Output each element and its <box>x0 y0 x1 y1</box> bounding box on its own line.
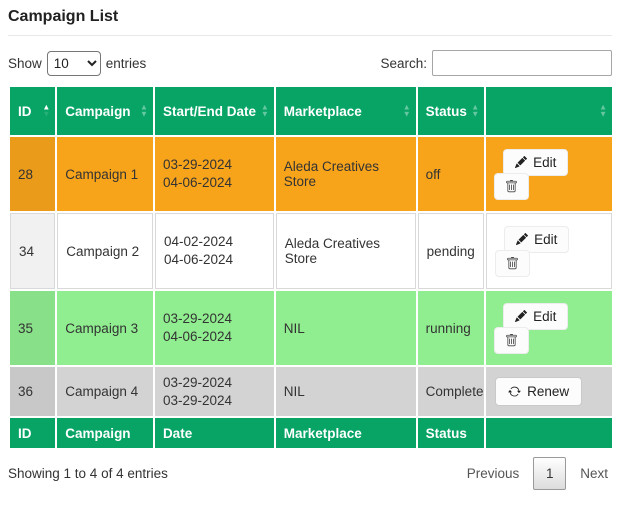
column-header-id[interactable]: ID ▲▼ <box>10 87 55 135</box>
pencil-icon <box>516 233 528 245</box>
renew-button[interactable]: Renew <box>495 377 582 406</box>
pencil-icon <box>515 156 527 168</box>
cell-date: 03-29-2024 03-29-2024 <box>155 367 274 416</box>
footer-status: Status <box>418 418 484 448</box>
entries-label: entries <box>106 56 147 71</box>
refresh-icon <box>508 385 521 398</box>
table-controls: Show 10 entries Search: <box>8 50 612 76</box>
footer-date: Date <box>155 418 274 448</box>
sort-icon: ▲▼ <box>599 105 607 118</box>
page-length-select[interactable]: 10 <box>47 51 101 76</box>
search-label: Search: <box>380 56 427 71</box>
delete-button[interactable] <box>494 173 529 200</box>
cell-status: pending <box>418 213 484 289</box>
table-summary-bar: Showing 1 to 4 of 4 entries Previous 1 N… <box>8 457 612 490</box>
cell-campaign: Campaign 2 <box>57 213 153 289</box>
cell-campaign: Campaign 3 <box>57 291 153 365</box>
cell-id: 34 <box>10 213 55 289</box>
cell-actions: Edit <box>486 137 612 211</box>
sort-icon: ▲▼ <box>261 105 269 118</box>
cell-campaign: Campaign 4 <box>57 367 153 416</box>
column-header-actions[interactable]: ▲▼ <box>486 87 612 135</box>
campaign-table: ID ▲▼ Campaign ▲▼ Start/End Date ▲▼ Mark… <box>8 85 614 450</box>
cell-id: 35 <box>10 291 55 365</box>
pagination: Previous 1 Next <box>467 457 608 490</box>
cell-campaign: Campaign 1 <box>57 137 153 211</box>
cell-marketplace: NIL <box>276 367 416 416</box>
footer-actions <box>486 418 612 448</box>
footer-id: ID <box>10 418 55 448</box>
delete-button[interactable] <box>495 250 530 277</box>
sort-icon: ▲▼ <box>140 105 148 118</box>
sort-icon: ▲▼ <box>471 105 479 118</box>
cell-date: 04-02-2024 04-06-2024 <box>155 213 274 289</box>
cell-status: running <box>418 291 484 365</box>
cell-status: off <box>418 137 484 211</box>
cell-marketplace: Aleda Creatives Store <box>276 213 416 289</box>
column-header-date[interactable]: Start/End Date ▲▼ <box>155 87 274 135</box>
edit-button[interactable]: Edit <box>503 303 568 330</box>
cell-date: 03-29-2024 04-06-2024 <box>155 291 274 365</box>
table-header-row: ID ▲▼ Campaign ▲▼ Start/End Date ▲▼ Mark… <box>10 87 612 135</box>
pagination-next[interactable]: Next <box>580 466 608 481</box>
cell-date: 03-29-2024 04-06-2024 <box>155 137 274 211</box>
cell-actions: Renew <box>486 367 612 416</box>
cell-id: 28 <box>10 137 55 211</box>
footer-marketplace: Marketplace <box>276 418 416 448</box>
column-header-status[interactable]: Status ▲▼ <box>418 87 484 135</box>
table-row: 28 Campaign 1 03-29-2024 04-06-2024 Aled… <box>10 137 612 211</box>
cell-status: Complete <box>418 367 484 416</box>
edit-button-label: Edit <box>534 232 557 247</box>
edit-button-label: Edit <box>533 155 556 170</box>
delete-button[interactable] <box>494 327 529 354</box>
table-info: Showing 1 to 4 of 4 entries <box>8 466 168 481</box>
pagination-page-1[interactable]: 1 <box>533 457 566 490</box>
pagination-previous[interactable]: Previous <box>467 466 520 481</box>
trash-icon <box>505 180 518 193</box>
search-input[interactable] <box>432 50 612 76</box>
trash-icon <box>505 334 518 347</box>
edit-button-label: Edit <box>533 309 556 324</box>
cell-marketplace: Aleda Creatives Store <box>276 137 416 211</box>
footer-campaign: Campaign <box>57 418 153 448</box>
renew-button-label: Renew <box>527 384 569 399</box>
divider <box>8 35 612 36</box>
edit-button[interactable]: Edit <box>504 226 569 253</box>
cell-id: 36 <box>10 367 55 416</box>
sort-icon: ▲▼ <box>42 105 50 118</box>
column-header-marketplace[interactable]: Marketplace ▲▼ <box>276 87 416 135</box>
sort-icon: ▲▼ <box>403 105 411 118</box>
table-row: 35 Campaign 3 03-29-2024 04-06-2024 NIL … <box>10 291 612 365</box>
cell-actions: Edit <box>486 213 612 289</box>
pencil-icon <box>515 310 527 322</box>
cell-actions: Edit <box>486 291 612 365</box>
table-row: 34 Campaign 2 04-02-2024 04-06-2024 Aled… <box>10 213 612 289</box>
cell-marketplace: NIL <box>276 291 416 365</box>
show-label: Show <box>8 56 42 71</box>
table-row: 36 Campaign 4 03-29-2024 03-29-2024 NIL … <box>10 367 612 416</box>
edit-button[interactable]: Edit <box>503 149 568 176</box>
trash-icon <box>506 257 519 270</box>
page-title: Campaign List <box>8 8 612 26</box>
table-footer-row: ID Campaign Date Marketplace Status <box>10 418 612 448</box>
column-header-campaign[interactable]: Campaign ▲▼ <box>57 87 153 135</box>
campaign-list-page: Campaign List Show 10 entries Search: ID… <box>0 0 620 490</box>
